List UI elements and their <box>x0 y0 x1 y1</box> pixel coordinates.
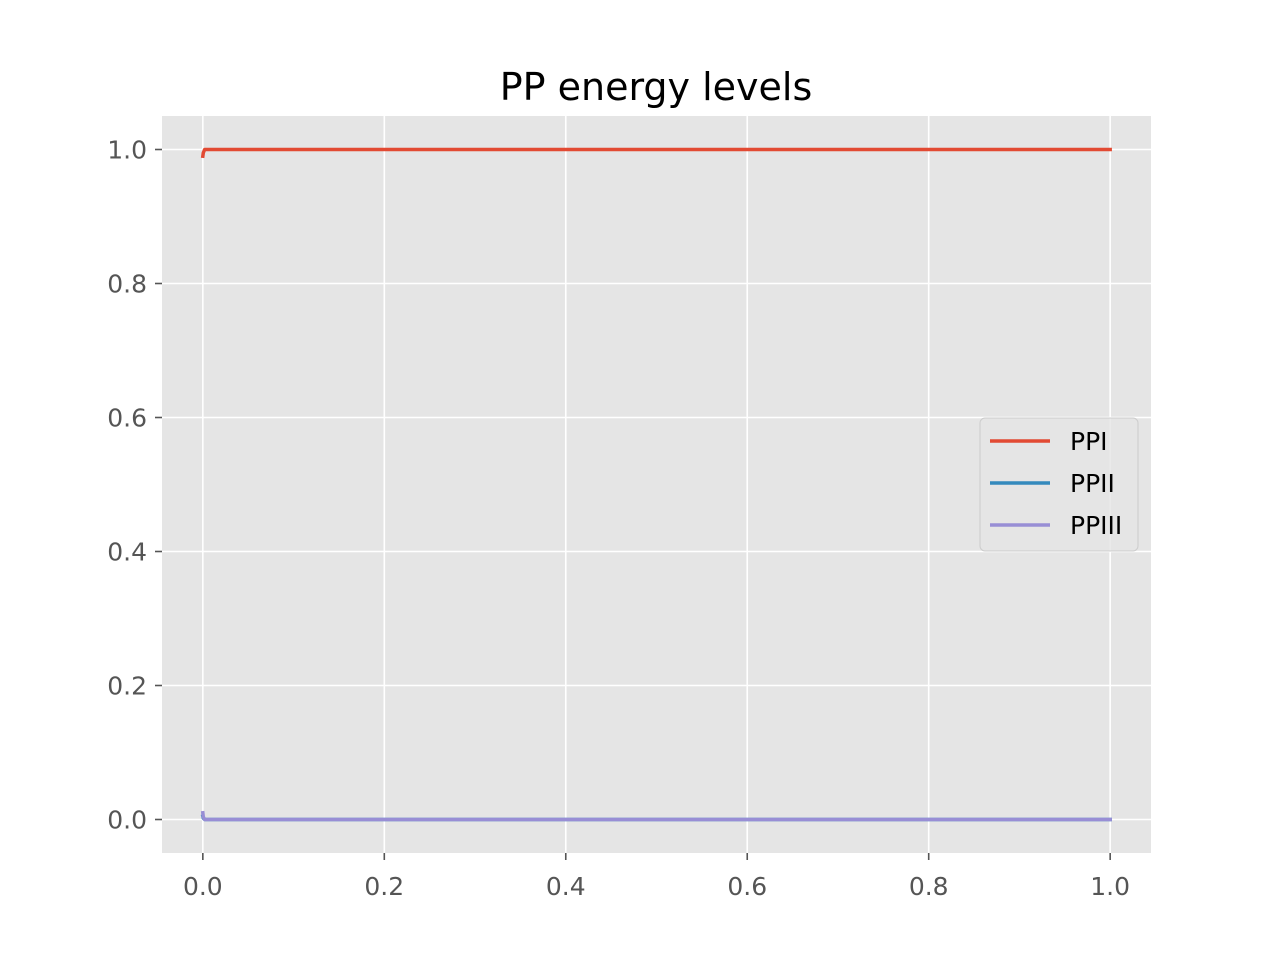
x-tick-label: 0.2 <box>364 872 404 901</box>
y-tick-label: 0.0 <box>107 806 147 835</box>
legend-label-ppiii: PPIII <box>1070 511 1122 540</box>
legend: PPI PPII PPIII <box>979 417 1139 552</box>
x-tick-label: 0.8 <box>909 872 949 901</box>
y-tick-label: 0.8 <box>107 270 147 299</box>
chart-title: PP energy levels <box>500 65 813 109</box>
x-tick-label: 1.0 <box>1090 872 1130 901</box>
y-tick-label: 0.6 <box>107 404 147 433</box>
series-line-ppi <box>200 147 1112 159</box>
axis-ticks: 0.0 0.2 0.4 0.6 0.8 1.0 0.0 0.2 0.4 0.6 0.8 1.0 <box>107 136 1130 902</box>
y-tick-label: 1.0 <box>107 136 147 165</box>
x-tick-label: 0.4 <box>546 872 586 901</box>
legend-label-ppi: PPI <box>1070 427 1108 456</box>
legend-label-ppii: PPII <box>1070 469 1115 498</box>
y-tick-label: 0.2 <box>107 672 147 701</box>
x-tick-label: 0.0 <box>183 872 223 901</box>
y-tick-label: 0.4 <box>107 538 147 567</box>
series-line-ppiii <box>200 810 1112 822</box>
legend-frame <box>979 417 1139 552</box>
series-lines <box>200 147 1112 822</box>
x-tick-label: 0.6 <box>727 872 767 901</box>
